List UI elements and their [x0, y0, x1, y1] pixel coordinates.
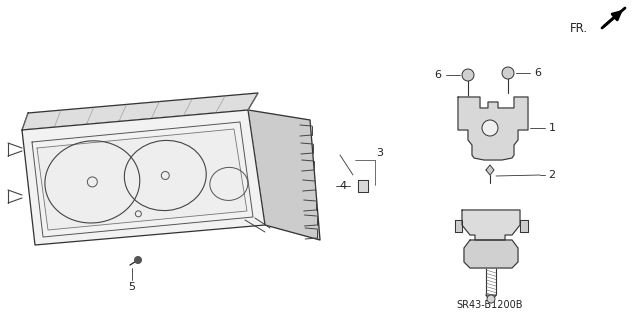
Polygon shape: [455, 220, 462, 232]
Circle shape: [134, 256, 141, 263]
Text: FR.: FR.: [570, 22, 588, 35]
Text: SR43-B1200B: SR43-B1200B: [457, 300, 524, 310]
Text: 3: 3: [376, 148, 383, 158]
Polygon shape: [462, 210, 520, 240]
Circle shape: [482, 120, 498, 136]
Text: 5: 5: [129, 282, 136, 292]
Circle shape: [502, 67, 514, 79]
Text: 6: 6: [534, 68, 541, 78]
Polygon shape: [22, 110, 265, 245]
Polygon shape: [486, 165, 494, 175]
Polygon shape: [458, 97, 528, 160]
Polygon shape: [464, 240, 518, 268]
Text: 1: 1: [548, 123, 556, 133]
Polygon shape: [520, 220, 528, 232]
Text: 6: 6: [435, 70, 442, 80]
Polygon shape: [358, 180, 368, 192]
Polygon shape: [37, 129, 247, 230]
Circle shape: [487, 295, 495, 303]
Text: 4: 4: [339, 181, 347, 191]
Text: 2: 2: [548, 170, 556, 180]
Polygon shape: [248, 110, 320, 240]
Circle shape: [462, 69, 474, 81]
Polygon shape: [22, 93, 258, 130]
Polygon shape: [486, 295, 496, 303]
